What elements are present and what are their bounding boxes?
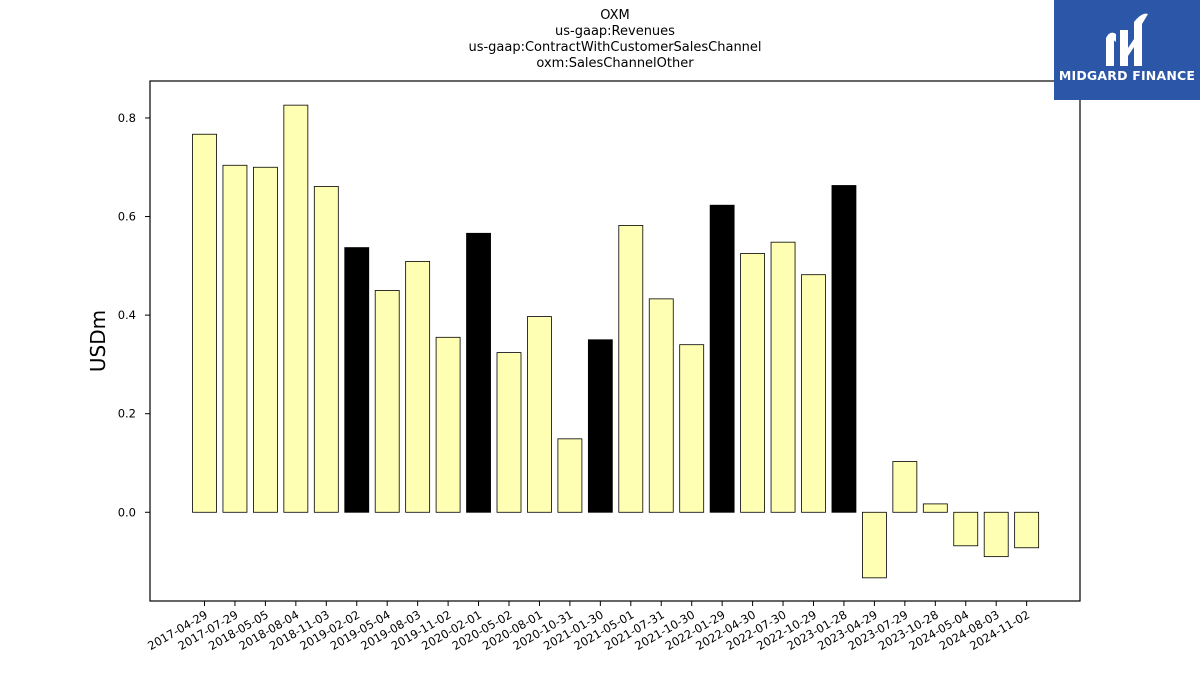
y-tick-label: 0.6 xyxy=(118,210,136,224)
chart-subtitle-3: oxm:SalesChannelOther xyxy=(536,56,694,71)
y-axis-label: USDm xyxy=(86,310,110,372)
bars-group xyxy=(192,104,1040,579)
y-tick-label: 0.8 xyxy=(118,111,136,125)
midgard-logo-icon xyxy=(1106,13,1148,66)
logo-text: MIDGARD FINANCE xyxy=(1058,68,1196,83)
bar xyxy=(344,247,370,513)
bar xyxy=(679,344,705,513)
bar xyxy=(770,241,796,513)
x-axis: 2017-04-292017-07-292018-05-052018-08-04… xyxy=(145,601,1032,653)
y-tick-label: 0.2 xyxy=(118,407,136,421)
bar xyxy=(862,511,887,579)
chart-subtitle-2: us-gaap:ContractWithCustomerSalesChannel xyxy=(468,40,762,55)
bar xyxy=(587,339,613,513)
bar xyxy=(496,352,522,513)
y-tick-label: 0.0 xyxy=(118,505,136,519)
bar xyxy=(313,186,339,513)
bar xyxy=(557,438,583,513)
bar xyxy=(831,185,857,513)
bar xyxy=(405,260,431,513)
bar xyxy=(222,164,248,513)
bar xyxy=(983,511,1009,558)
chart-subtitle-1: us-gaap:Revenues xyxy=(555,24,675,39)
bar xyxy=(527,316,552,513)
bar xyxy=(892,461,918,513)
bar xyxy=(192,133,217,513)
bar xyxy=(709,204,735,513)
bar xyxy=(618,225,644,513)
bar xyxy=(648,298,674,513)
bar xyxy=(740,253,765,513)
bar xyxy=(435,336,461,513)
y-tick-label: 0.4 xyxy=(118,308,136,322)
midgard-finance-logo: MIDGARD FINANCE xyxy=(1054,0,1200,100)
plot-area-frame xyxy=(149,80,1081,602)
bar xyxy=(466,232,491,513)
bar xyxy=(801,274,826,513)
bar xyxy=(953,511,979,547)
y-axis: 0.0 0.2 0.4 0.6 0.8 xyxy=(118,111,150,519)
bar xyxy=(1014,511,1040,549)
bar xyxy=(374,290,400,513)
chart-title: OXM xyxy=(600,8,630,23)
bar xyxy=(922,503,948,513)
bar xyxy=(283,104,309,513)
bar xyxy=(252,166,278,513)
